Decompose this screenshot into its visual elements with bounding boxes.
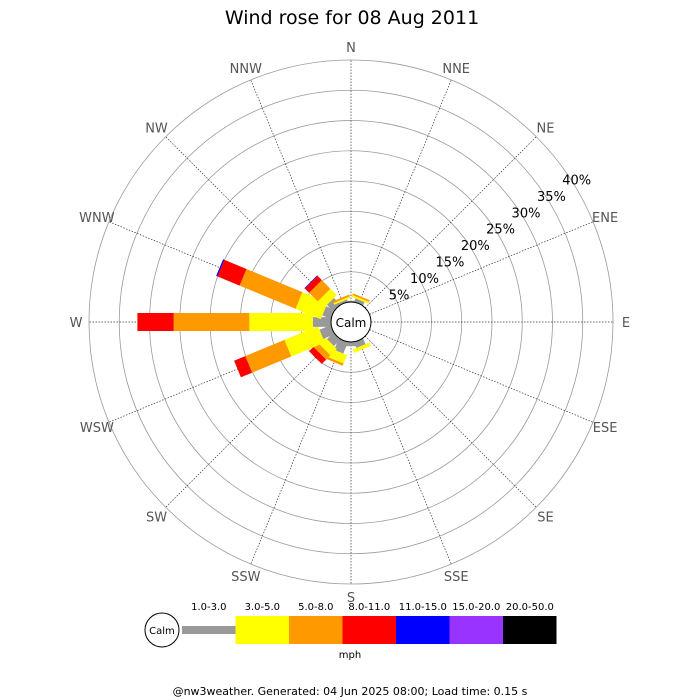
grid-spoke xyxy=(250,340,344,565)
grid-spoke xyxy=(165,335,338,508)
legend-swatch-1.0-3.0 xyxy=(182,626,236,634)
bar-wnw-11.0-15.0 xyxy=(216,259,225,277)
bar-w-5.0-8.0 xyxy=(173,313,250,331)
direction-label-nw: NW xyxy=(145,122,168,137)
direction-labels: N NNE NE ENE E ESE SE SSE S SSW SW WSW W WNW NW NNW xyxy=(70,41,631,606)
direction-label-nnw: NNW xyxy=(230,62,262,77)
grid-spoke xyxy=(165,136,338,309)
bar-nw-8.0-11.0 xyxy=(304,275,322,293)
legend-swatch-8.0-11.0 xyxy=(342,616,396,644)
legend-swatch-11.0-15.0 xyxy=(396,616,450,644)
calm-center: Calm xyxy=(330,301,372,343)
bar-nne-1.0-3.0 xyxy=(354,298,365,306)
bar-w-3.0-5.0 xyxy=(249,313,313,331)
direction-label-sse: SSE xyxy=(444,570,469,585)
direction-label-ne: NE xyxy=(537,122,555,137)
legend-calm-circle xyxy=(144,612,180,648)
bar-nne-5.0-8.0 xyxy=(352,293,370,302)
bar-s-1.0-3.0 xyxy=(346,342,356,347)
bar-wsw-3.0-5.0 xyxy=(284,326,325,357)
direction-label-wnw: WNW xyxy=(79,211,115,226)
bar-wnw-3.0-5.0 xyxy=(295,292,328,320)
legend-label-11.0-15.0: 11.0-15.0 xyxy=(399,602,447,613)
grid-spoke xyxy=(369,221,594,315)
bar-nw-11.0-15.0 xyxy=(304,275,318,289)
legend-swatch-3.0-5.0 xyxy=(235,616,289,644)
radial-tick-5%: 5% xyxy=(389,289,410,304)
bar-nw-5.0-8.0 xyxy=(309,280,331,302)
direction-label-wsw: WSW xyxy=(80,421,114,436)
radial-tick-40%: 40% xyxy=(562,173,591,188)
direction-label-n: N xyxy=(346,41,356,56)
calm-circle xyxy=(330,301,372,343)
grid-spoke xyxy=(250,79,344,304)
bar-nnw-3.0-5.0 xyxy=(333,296,351,305)
direction-label-ese: ESE xyxy=(593,421,618,436)
radial-tick-labels: 5%10%15% 20%25% 30%35% 40% xyxy=(389,173,591,303)
bar-sw-5.0-8.0 xyxy=(313,342,331,360)
bar-wsw-1.0-3.0 xyxy=(319,325,335,339)
legend-label-20.0-50.0: 20.0-50.0 xyxy=(506,602,554,613)
bar-nnw-5.0-8.0 xyxy=(332,294,350,304)
footer-text: @nw3weather. Generated: 04 Jun 2025 08:0… xyxy=(173,685,528,698)
grid-spoke xyxy=(369,329,594,423)
bar-ssw-5.0-8.0 xyxy=(326,356,344,366)
radial-tick-35%: 35% xyxy=(537,190,566,205)
bar-nw-3.0-5.0 xyxy=(317,288,337,308)
bar-wnw-1.0-3.0 xyxy=(322,306,335,319)
bar-sw-1.0-3.0 xyxy=(326,332,341,347)
grid-spoke xyxy=(358,79,452,304)
legend-swatch-20.0-50.0 xyxy=(503,616,557,644)
bar-sse-3.0-5.0 xyxy=(352,342,371,353)
grid-ring xyxy=(88,59,614,585)
grid-ring xyxy=(118,89,584,555)
chart-title: Wind rose for 08 Aug 2011 xyxy=(225,7,479,29)
grid-spoke xyxy=(364,136,537,309)
legend-label-5.0-8.0: 5.0-8.0 xyxy=(298,602,333,613)
legend-label-3.0-5.0: 3.0-5.0 xyxy=(245,602,280,613)
wind-bars xyxy=(137,259,371,378)
bar-nnw-1.0-3.0 xyxy=(337,299,348,306)
radial-tick-15%: 15% xyxy=(435,256,464,271)
speed-legend: Calm 1.0-3.0 3.0-5.0 5.0-8.0 8.0-11.0 11.0-15… xyxy=(144,602,557,661)
bar-wsw-5.0-8.0 xyxy=(245,339,292,373)
bar-nne-3.0-5.0 xyxy=(351,295,370,304)
legend-swatch-15.0-20.0 xyxy=(449,616,503,644)
calm-label: Calm xyxy=(336,316,367,330)
direction-label-w: W xyxy=(70,316,83,331)
radial-tick-10%: 10% xyxy=(410,272,439,287)
radial-tick-30%: 30% xyxy=(512,206,541,221)
legend-unit: mph xyxy=(339,650,361,661)
legend-label-8.0-11.0: 8.0-11.0 xyxy=(348,602,390,613)
bar-w-1.0-3.0 xyxy=(312,317,331,327)
legend-swatch-5.0-8.0 xyxy=(289,616,343,644)
direction-label-s: S xyxy=(347,591,355,606)
direction-label-se: SE xyxy=(537,511,553,526)
grid-spoke xyxy=(358,340,452,565)
bar-sw-8.0-11.0 xyxy=(309,346,327,364)
legend-calm-label: Calm xyxy=(149,626,175,637)
bar-wnw-8.0-11.0 xyxy=(217,259,247,286)
radial-tick-20%: 20% xyxy=(461,239,490,254)
direction-label-sw: SW xyxy=(146,511,167,526)
direction-label-ene: ENE xyxy=(592,211,618,226)
bar-wnw-5.0-8.0 xyxy=(239,269,303,309)
direction-label-e: E xyxy=(622,316,630,331)
direction-label-nne: NNE xyxy=(442,62,470,77)
legend-label-15.0-20.0: 15.0-20.0 xyxy=(452,602,500,613)
bar-wsw-8.0-11.0 xyxy=(234,356,253,378)
radial-tick-25%: 25% xyxy=(486,223,515,238)
direction-label-ssw: SSW xyxy=(231,570,261,585)
grid-spoke xyxy=(364,335,537,508)
legend-label-1.0-3.0: 1.0-3.0 xyxy=(191,602,226,613)
bar-sse-1.0-3.0 xyxy=(354,338,366,348)
bar-w-8.0-11.0 xyxy=(137,313,174,331)
